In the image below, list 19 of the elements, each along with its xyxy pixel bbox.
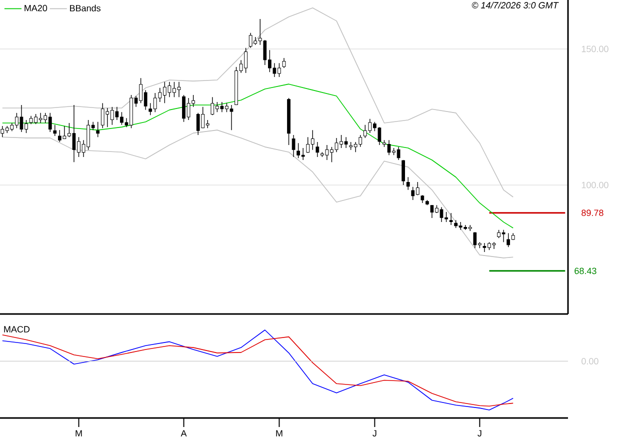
candlestick [292,134,296,158]
ref-line-label: 89.78 [582,210,604,216]
candlestick [449,212,453,226]
candlestick [53,124,57,136]
candlestick [282,58,286,68]
ref-line-label: 68.43 [574,268,596,274]
annotation: © 14/7/2026 3:0 GMT [472,2,559,8]
x-tick-label: M [76,430,82,436]
candlestick [316,142,320,158]
legend-label: MA20 [24,4,48,12]
x-tick-label: J [372,430,376,436]
legend-label: BBands [70,4,100,12]
x-tick-label: J [478,430,482,436]
x-tick-label: M [276,430,282,436]
chart-title: MACD [4,326,30,332]
candlestick [402,160,406,186]
x-tick-label: A [180,430,187,436]
candlestick [406,176,410,190]
candlestick [96,122,100,138]
